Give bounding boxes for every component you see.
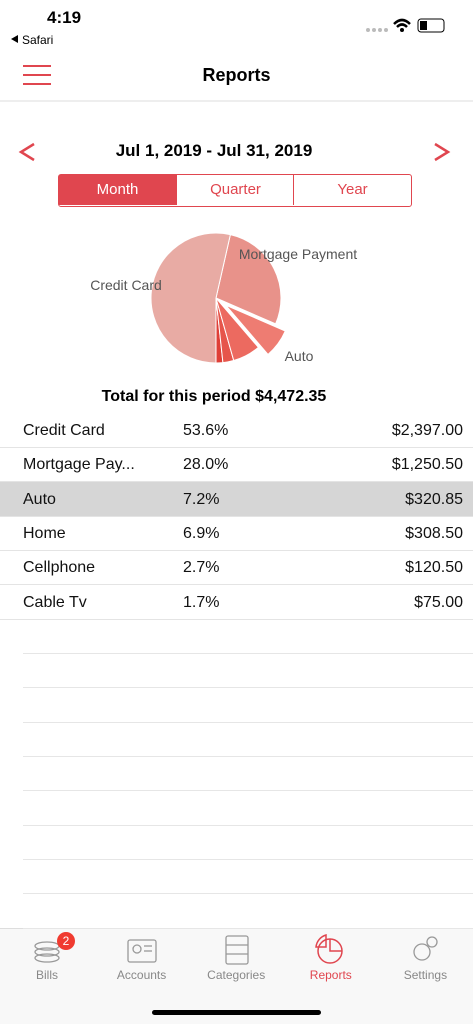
row-name: Home bbox=[23, 524, 66, 542]
empty-row-line bbox=[23, 893, 473, 895]
row-percent: 53.6% bbox=[183, 422, 229, 439]
table-row[interactable]: Cellphone 2.7% $120.50 bbox=[0, 550, 473, 586]
row-percent: 7.2% bbox=[183, 490, 220, 508]
row-percent: 2.7% bbox=[183, 559, 220, 577]
back-arrow bbox=[11, 35, 18, 43]
period-total: Total for this period $4,472.35 bbox=[101, 388, 327, 405]
empty-row-line bbox=[23, 790, 473, 792]
empty-row-line bbox=[23, 756, 473, 757]
row-amount: $308.50 bbox=[405, 524, 463, 542]
battery bbox=[417, 18, 445, 33]
segment-control bbox=[58, 174, 412, 207]
row-percent: 6.9% bbox=[183, 524, 220, 542]
table-row[interactable]: Home 6.9% $308.50 bbox=[0, 516, 473, 551]
pie-slice[interactable] bbox=[225, 304, 286, 356]
nav-title: Reports bbox=[202, 65, 271, 85]
tab-label[interactable]: Categories bbox=[207, 968, 266, 982]
tab-badge: 2 bbox=[63, 934, 70, 948]
empty-row-line bbox=[23, 653, 473, 655]
row-percent: 28.0% bbox=[183, 456, 229, 474]
wifi bbox=[393, 18, 411, 28]
table-row[interactable]: Mortgage Pay... 28.0% $1,250.50 bbox=[0, 447, 473, 483]
table-row[interactable]: Cable Tv 1.7% $75.00 bbox=[0, 585, 473, 620]
tab-bar bbox=[0, 928, 473, 1024]
prev-period[interactable] bbox=[16, 140, 40, 164]
row-name: Credit Card bbox=[23, 422, 105, 439]
tab-icons: 2 bbox=[34, 932, 438, 965]
signal bbox=[366, 28, 388, 32]
pie-chart: Credit Card Mortgage Payment Auto bbox=[90, 232, 357, 364]
pie-slice[interactable] bbox=[150, 232, 231, 364]
row-amount: $320.85 bbox=[405, 490, 463, 508]
pie-label: Credit Card bbox=[90, 277, 162, 293]
pie-slice[interactable] bbox=[215, 297, 260, 362]
home-indicator bbox=[152, 1010, 321, 1015]
table-row[interactable]: Auto 7.2% $320.85 bbox=[0, 481, 473, 517]
tab-label[interactable]: Reports bbox=[309, 968, 352, 982]
pie-slice[interactable] bbox=[215, 234, 282, 325]
table-row[interactable]: Credit Card 53.6% $2,397.00 bbox=[0, 413, 473, 448]
row-name: Mortgage Pay... bbox=[23, 456, 135, 474]
empty-row-line bbox=[23, 927, 473, 929]
segment[interactable]: Month bbox=[59, 175, 176, 205]
back-app[interactable]: Safari bbox=[22, 33, 54, 47]
tab-label[interactable]: Bills bbox=[35, 968, 58, 982]
empty-row-line bbox=[23, 858, 473, 860]
segment[interactable]: Quarter bbox=[176, 175, 294, 205]
row-amount: $1,250.50 bbox=[391, 456, 463, 474]
menu-button[interactable] bbox=[23, 65, 51, 85]
tab-label[interactable]: Settings bbox=[403, 968, 448, 982]
row-amount: $75.00 bbox=[414, 593, 463, 611]
empty-row-line bbox=[23, 687, 473, 689]
next-period[interactable] bbox=[430, 140, 454, 164]
period-range: Jul 1, 2019 - Jul 31, 2019 bbox=[115, 141, 313, 160]
row-amount: $2,397.00 bbox=[391, 422, 463, 439]
row-name: Auto bbox=[23, 490, 56, 508]
row-name: Cable Tv bbox=[23, 593, 87, 611]
segment[interactable]: Year bbox=[293, 175, 411, 205]
pie-label: Mortgage Payment bbox=[239, 246, 357, 262]
row-percent: 1.7% bbox=[183, 593, 220, 611]
status-time: 4:19 bbox=[47, 8, 82, 27]
pie-label: Auto bbox=[285, 348, 314, 364]
row-name: Cellphone bbox=[23, 559, 96, 577]
chrome bbox=[0, 18, 473, 102]
tab-label[interactable]: Accounts bbox=[116, 968, 167, 982]
empty-row-line bbox=[23, 721, 473, 723]
row-amount: $120.50 bbox=[405, 559, 463, 577]
empty-row-line bbox=[23, 824, 473, 826]
